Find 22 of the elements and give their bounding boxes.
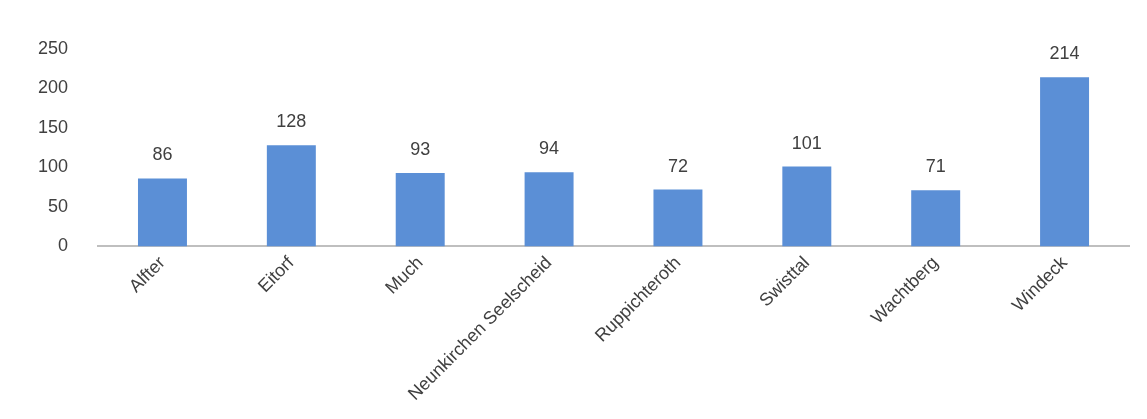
y-tick-label: 250	[37, 37, 69, 58]
y-tick-label: 100	[37, 156, 69, 177]
data-label: 71	[925, 156, 946, 177]
bar	[782, 166, 832, 247]
data-label: 93	[410, 138, 431, 159]
bar	[653, 189, 703, 247]
data-label: 72	[667, 155, 688, 176]
y-tick-label: 200	[37, 77, 69, 98]
data-label: 101	[791, 132, 822, 153]
bar	[266, 145, 316, 247]
bar	[1040, 77, 1090, 247]
bar	[911, 190, 961, 247]
data-label: 86	[152, 144, 173, 165]
data-label: 128	[276, 111, 307, 132]
bar	[524, 172, 574, 247]
bar	[137, 178, 187, 247]
y-tick-label: 0	[58, 235, 69, 256]
bar	[395, 172, 445, 247]
data-label: 94	[539, 138, 560, 159]
y-tick-label: 150	[37, 116, 69, 137]
y-tick-label: 50	[48, 195, 69, 216]
data-label: 214	[1049, 43, 1080, 64]
